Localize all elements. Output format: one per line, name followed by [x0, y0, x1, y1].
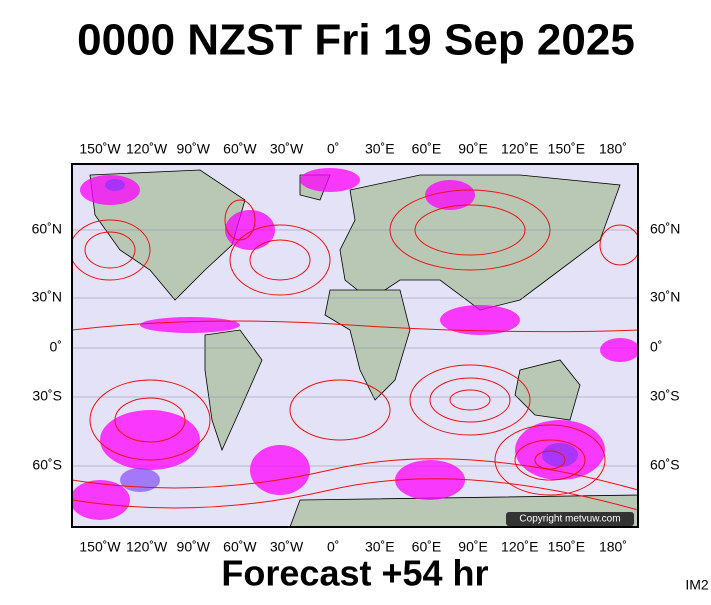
longitude-label-top: 60˚E [412, 141, 442, 157]
longitude-label-bottom: 180˚ [599, 539, 627, 555]
longitude-label-bottom: 120˚W [126, 539, 168, 555]
latitude-label-right: 60˚N [650, 221, 680, 237]
longitude-label-top: 90˚W [177, 141, 211, 157]
longitude-label-bottom: 60˚W [223, 539, 257, 555]
longitude-label-top: 30˚W [270, 141, 304, 157]
longitude-label-bottom: 150˚W [79, 539, 121, 555]
longitude-label-bottom: 120˚E [501, 539, 538, 555]
longitude-label-bottom: 30˚W [270, 539, 304, 555]
longitude-label-bottom: 90˚E [458, 539, 488, 555]
latitude-label-left: 30˚N [32, 289, 62, 305]
latitude-label-left: 0˚ [50, 339, 62, 355]
latitude-label-left: 60˚S [32, 457, 62, 473]
latitude-label-right: 60˚S [650, 457, 680, 473]
latitude-label-right: 30˚N [650, 289, 680, 305]
longitude-label-top: 150˚E [548, 141, 585, 157]
longitude-label-top: 60˚W [223, 141, 257, 157]
image-code: IM2 [685, 577, 709, 593]
latitude-label-left: 30˚S [32, 388, 62, 404]
longitude-label-top: 90˚E [458, 141, 488, 157]
longitude-label-bottom: 30˚E [365, 539, 395, 555]
longitude-label-bottom: 90˚W [177, 539, 211, 555]
latitude-label-left: 60˚N [32, 221, 62, 237]
axis-labels: 150˚W 150˚W 120˚W 120˚W 90˚W 90˚W 60˚W 60˚W 30˚W… [32, 141, 681, 555]
latitude-label-right: 30˚S [650, 388, 680, 404]
isobars [72, 189, 638, 511]
copyright-box [506, 512, 634, 526]
longitude-label-bottom: 150˚E [548, 539, 585, 555]
latitude-label-right: 0˚ [650, 339, 662, 355]
map: Copyright metvuw.com [71, 163, 639, 528]
longitude-label-top: 150˚W [79, 141, 121, 157]
title: 0000 NZST Fri 19 Sep 2025 [77, 16, 635, 65]
longitude-label-top: 0˚ [327, 141, 339, 157]
longitude-label-top: 180˚ [599, 141, 627, 157]
copyright: Copyright metvuw.com [519, 514, 620, 525]
forecast: Forecast +54 hr [221, 553, 488, 594]
longitude-label-bottom: 0˚ [327, 539, 339, 555]
longitude-label-top: 120˚E [501, 141, 538, 157]
longitude-label-top: 30˚E [365, 141, 395, 157]
map-frame [71, 163, 639, 528]
longitude-label-top: 120˚W [126, 141, 168, 157]
longitude-label-bottom: 60˚E [412, 539, 442, 555]
precipitation [72, 168, 638, 520]
